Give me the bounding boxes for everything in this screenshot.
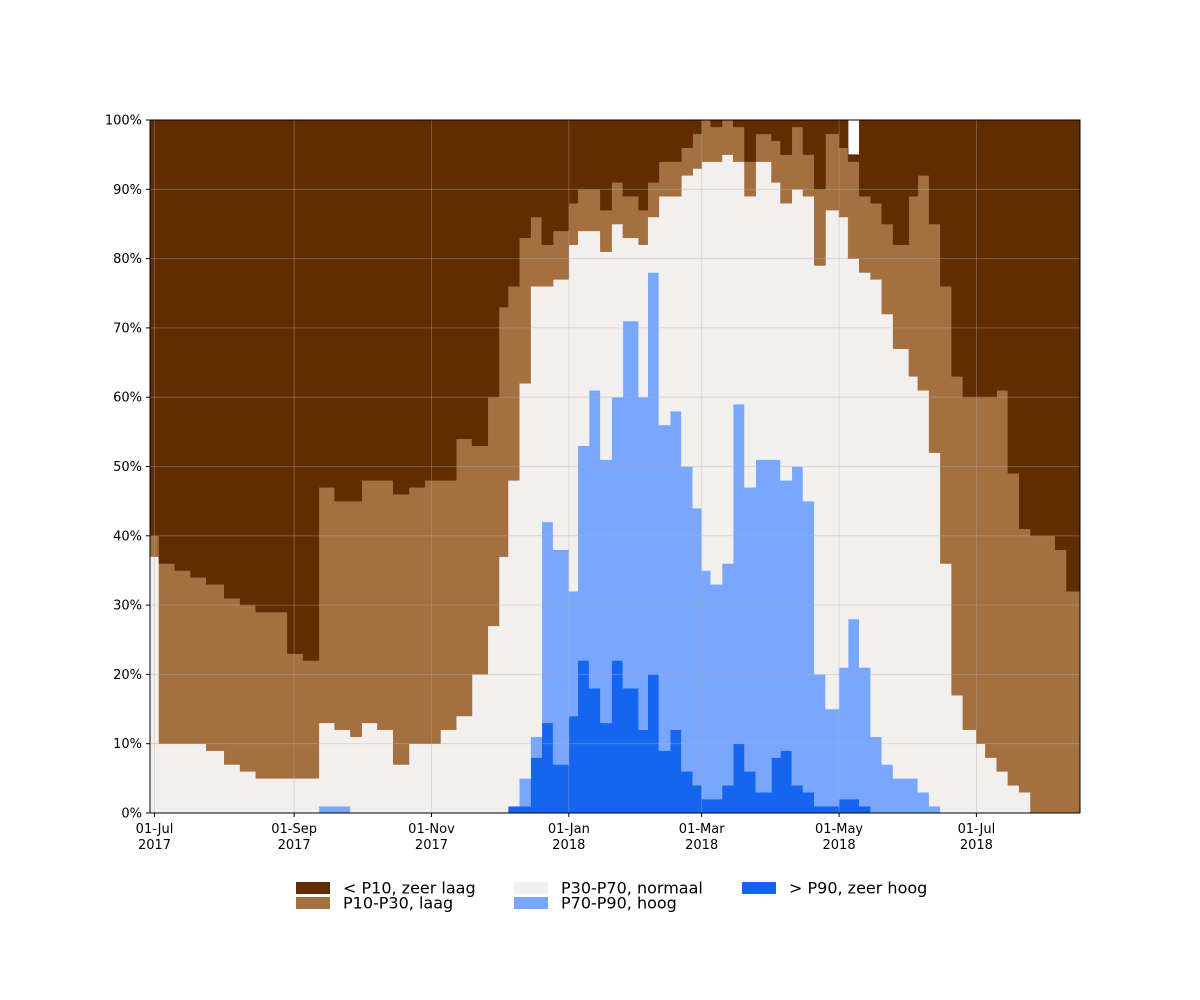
y-tick-label: 10% [113, 737, 142, 752]
legend-label: P30-P70, normaal [561, 879, 703, 898]
x-tick-label: 01-Mar [679, 822, 725, 837]
y-axis: 0% 10% 20% 30% 40% 50% 60% 70% 80% 90% 100% [105, 114, 150, 822]
legend-swatch [514, 882, 548, 894]
legend-label: > P90, zeer hoog [789, 879, 927, 898]
x-tick-year-label: 2018 [552, 838, 585, 853]
legend-swatch [296, 882, 330, 894]
x-tick-year-label: 2018 [685, 838, 718, 853]
legend-swatch [514, 897, 548, 909]
y-tick-label: 70% [113, 321, 142, 336]
y-tick-label: 60% [113, 391, 142, 406]
x-tick-year-label: 2018 [823, 838, 856, 853]
x-tick-year-label: 2018 [960, 838, 993, 853]
y-tick-label: 80% [113, 252, 142, 267]
x-tick-year-label: 2017 [138, 838, 171, 853]
x-tick-label: 01-Nov [408, 822, 455, 837]
x-tick-year-label: 2017 [278, 838, 311, 853]
y-tick-label: 30% [113, 599, 142, 614]
x-tick-label: 01-Jul [136, 822, 174, 837]
y-tick-label: 40% [113, 529, 142, 544]
x-tick-label: 01-Sep [271, 822, 317, 837]
legend-swatch [296, 897, 330, 909]
x-tick-label: 01-Jan [548, 822, 590, 837]
y-tick-label: 50% [113, 460, 142, 475]
legend-swatch [742, 882, 776, 894]
y-tick-label: 20% [113, 668, 142, 683]
legend-label: < P10, zeer laag [343, 879, 476, 898]
x-axis: 01-Jul201701-Sep201701-Nov201701-Jan2018… [136, 813, 996, 853]
y-tick-label: 100% [105, 114, 142, 129]
area-layer [149, 119, 1081, 814]
x-tick-year-label: 2017 [415, 838, 448, 853]
y-tick-label: 90% [113, 183, 142, 198]
legend-label: P10-P30, laag [343, 894, 453, 913]
y-tick-label: 0% [121, 807, 142, 822]
x-tick-label: 01-Jul [958, 822, 996, 837]
x-tick-label: 01-May [815, 822, 863, 837]
legend-label: P70-P90, hoog [561, 894, 677, 913]
